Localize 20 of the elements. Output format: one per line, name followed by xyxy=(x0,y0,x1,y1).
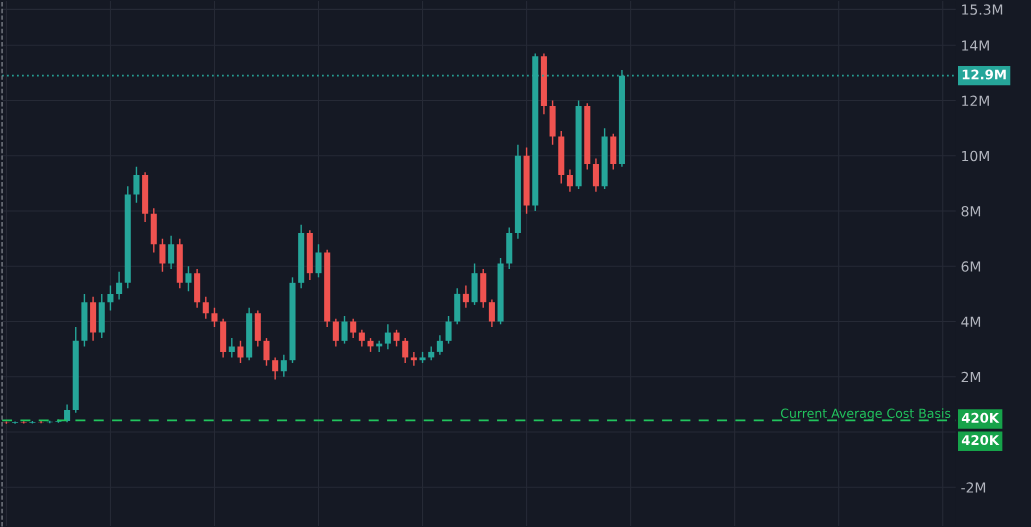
y-tick-label: 12M xyxy=(962,95,989,106)
y-tick-label: 14M xyxy=(962,40,989,51)
y-tick-label: 4M xyxy=(961,316,981,327)
text: 420K xyxy=(961,412,1000,423)
y-tick-label: 8M xyxy=(961,205,981,217)
candlestick xyxy=(263,337,270,367)
y-tick-label: -2M xyxy=(961,482,986,493)
candlestick xyxy=(315,243,322,279)
ref-line-label: 12.9M xyxy=(962,69,1006,80)
y-tick-label: 10M xyxy=(962,150,989,162)
candlestick xyxy=(341,315,348,345)
candlestick xyxy=(211,307,218,328)
ref-line-label: Current Average Cost Basis xyxy=(780,408,951,421)
candlestick xyxy=(12,420,19,425)
y-tick-label: 6M xyxy=(961,261,981,272)
text: 420K xyxy=(961,435,1000,446)
candlestick xyxy=(289,276,296,364)
y-tick-label: 15.3M xyxy=(962,4,1003,15)
candlestick xyxy=(237,340,244,364)
y-tick-label: 2M xyxy=(961,371,981,383)
